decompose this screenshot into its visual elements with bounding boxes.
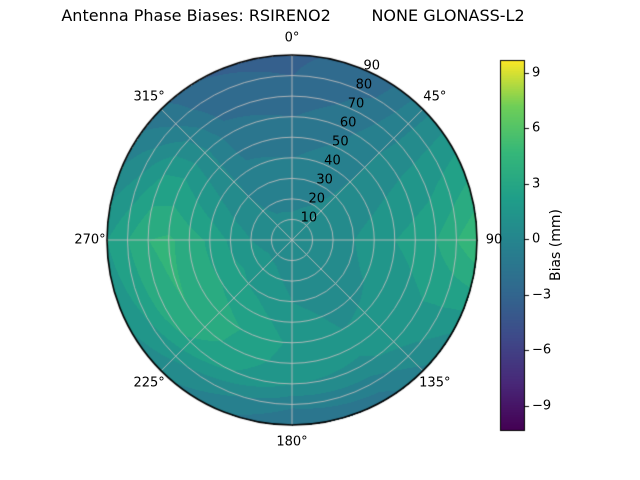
azimuth-label-225: 225° [133,375,165,391]
azimuth-label-0: 0° [284,30,300,46]
azimuth-label-315: 315° [133,89,165,105]
radial-label-10: 10 [300,210,318,226]
colorbar-tick--3: −3 [532,287,552,303]
radial-label-70: 70 [347,96,365,112]
azimuth-label-45: 45° [423,89,447,105]
azimuth-label-90: 90 [485,232,503,248]
azimuth-label-180: 180° [276,434,308,450]
colorbar-tick-6: 6 [532,120,541,136]
colorbar-axis-label: Bias (mm) [548,208,564,282]
radial-label-40: 40 [324,153,341,169]
radial-label-20: 20 [308,191,325,207]
chart-title: Antenna Phase Biases: RSIRENO2 NONE GLON… [61,6,525,25]
radial-label-60: 60 [339,115,357,131]
colorbar-tick--9: −9 [532,398,552,414]
azimuth-label-135: 135° [419,375,451,391]
colorbar-tick-9: 9 [532,65,541,81]
colorbar-tick--6: −6 [532,342,552,358]
colorbar-tick-0: 0 [532,231,541,247]
colorbar-tick-3: 3 [532,176,541,192]
radial-label-90: 90 [363,58,381,74]
azimuth-label-270: 270° [74,232,106,248]
radial-label-30: 30 [316,172,333,188]
radial-label-50: 50 [332,134,349,150]
radial-label-80: 80 [355,77,373,93]
